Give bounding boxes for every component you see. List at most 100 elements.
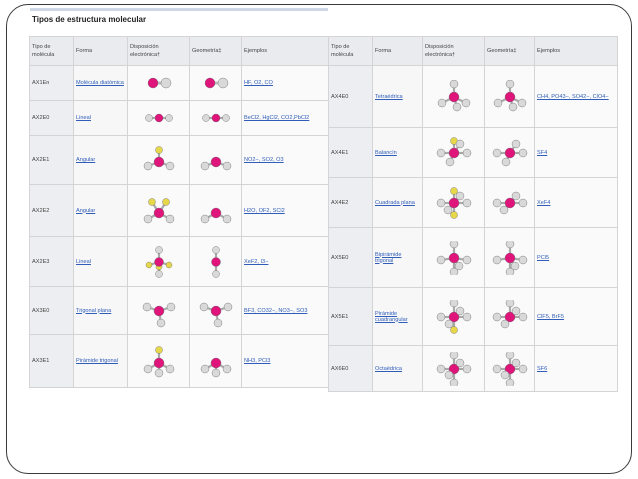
table-row: AX4E2 Cuadrada plana XeF4 — [328, 177, 618, 228]
ligand-atom — [462, 198, 471, 207]
ligand-atom — [144, 114, 153, 122]
central-atom — [154, 113, 163, 123]
header-disposicion: Disposición electrónica† — [127, 36, 190, 66]
ligand-atom — [160, 77, 171, 89]
ligand-atom — [222, 161, 231, 171]
electronic-disposition-cell — [127, 100, 190, 136]
ligand-atom — [518, 364, 527, 373]
examples-link[interactable]: ClF5, BrF5 — [537, 313, 565, 320]
disposition-ax2e0-molecule — [144, 113, 173, 123]
molecule-type-cell: AX1En — [29, 65, 74, 101]
molecule-type-cell: AX2E3 — [29, 236, 74, 287]
ligand-atom — [455, 306, 464, 315]
ligand-atom — [154, 368, 163, 378]
shape-link[interactable]: Octaédrica — [375, 365, 403, 372]
examples-link[interactable]: CH4, PO43−, SO42−, ClO4− — [537, 93, 609, 100]
geometry-cell — [189, 184, 242, 237]
examples-link[interactable]: PCl5 — [537, 254, 550, 261]
central-atom — [210, 156, 221, 168]
ligand-atom — [449, 351, 458, 359]
ligand-atom — [518, 148, 527, 157]
examples-cell: CH4, PO43−, SO42−, ClO4− — [534, 65, 618, 128]
central-atom — [448, 311, 459, 322]
shape-link[interactable]: Tetraédrica — [375, 93, 403, 100]
examples-link[interactable]: XeF4 — [537, 199, 551, 206]
ligand-atom — [436, 148, 445, 157]
ligand-atom — [501, 157, 510, 166]
table-row: AX5E1 Pirámide cuadrangular ClF5, BrF5 — [328, 287, 618, 346]
ligand-atom — [492, 198, 501, 207]
shape-link[interactable]: Bipirámide trigonal — [375, 251, 402, 264]
ligand-atom — [166, 302, 175, 311]
shape-link[interactable]: Angular — [76, 157, 96, 163]
header-row: Tipo de molécula Forma Disposición elect… — [29, 36, 329, 66]
central-atom — [153, 256, 164, 267]
ligand-atom — [200, 161, 209, 171]
table-row: AX2E3 Lineal XeF2, I3− — [29, 236, 329, 287]
geometry-ax4e0-molecule — [493, 79, 526, 111]
table-row: AX5E0 Bipirámide trigonal PCl5 — [328, 227, 618, 288]
geometry-cell — [189, 65, 242, 101]
central-atom — [210, 256, 221, 267]
geometry-ax1en-molecule — [204, 77, 228, 89]
examples-cell: SF4 — [534, 127, 618, 178]
geometry-ax2e1-molecule — [200, 156, 231, 171]
electronic-disposition-cell — [422, 127, 485, 178]
geometry-ax5e0-molecule — [492, 240, 527, 275]
molecule-type-cell: AX3E0 — [29, 286, 74, 335]
ligand-atom — [505, 351, 514, 359]
examples-link[interactable]: BeCl2, HgCl2, CO2,PbCl2 — [244, 115, 310, 121]
molecule-type-cell: AX4E1 — [328, 127, 373, 178]
central-atom — [153, 207, 164, 218]
molecule-type-cell: AX4E0 — [328, 65, 373, 128]
ligand-atom — [449, 240, 458, 248]
ligand-atom — [449, 378, 458, 386]
header-tipo: Tipo de molécula — [29, 36, 74, 66]
shape-cell: Lineal — [73, 236, 128, 287]
ligand-atom — [436, 312, 445, 321]
ligand-atom — [511, 191, 520, 200]
shape-cell: Octaédrica — [372, 345, 423, 392]
ligand-atom — [518, 198, 527, 207]
ligand-atom — [493, 98, 502, 107]
shape-link[interactable]: Pirámide cuadrangular — [375, 310, 408, 323]
molecule-type-cell: AX6E0 — [328, 345, 373, 392]
shape-link[interactable]: Lineal — [76, 115, 91, 121]
ligand-atom — [444, 319, 453, 328]
examples-link[interactable]: HF, O2, CO — [244, 80, 273, 86]
table-row: AX4E0 Tetraédrica CH4, PO43−, SO42−, ClO4− — [328, 65, 618, 128]
ligand-atom — [443, 205, 452, 214]
examples-cell: SF6 — [534, 345, 618, 392]
examples-link[interactable]: H2O, OF2, SCl2 — [244, 207, 285, 214]
shape-link[interactable]: Angular — [76, 207, 96, 214]
shape-link[interactable]: Cuadrada plana — [375, 199, 415, 206]
ligand-atom — [505, 267, 514, 275]
geometry-ax2e2-molecule — [200, 207, 231, 223]
lone-pair-atom — [145, 261, 152, 268]
examples-link[interactable]: XeF2, I3− — [244, 258, 269, 265]
electronic-disposition-cell — [127, 184, 190, 237]
shape-link[interactable]: Trigonal plana — [76, 307, 112, 314]
examples-link[interactable]: SF4 — [537, 149, 548, 156]
geometry-ax4e2-molecule — [492, 191, 527, 214]
ligand-atom — [462, 255, 471, 264]
examples-link[interactable]: BF3, CO32−, NO3−, SO3 — [244, 307, 308, 314]
shape-link[interactable]: Pirámide trigonal — [76, 358, 118, 364]
shape-link[interactable]: Lineal — [76, 258, 91, 265]
shape-cell: Angular — [73, 184, 128, 237]
examples-link[interactable]: NO2−, SO2, O3 — [244, 157, 284, 163]
shape-link[interactable]: Balancín — [375, 149, 397, 156]
central-atom — [504, 363, 515, 374]
shape-link[interactable]: Molécula diatómica — [76, 80, 124, 86]
ligand-atom — [200, 214, 209, 223]
examples-link[interactable]: NH3, PCl3 — [244, 358, 271, 364]
ligand-atom — [143, 161, 152, 171]
header-geometria: Geometría‡ — [189, 36, 242, 66]
central-atom — [504, 311, 515, 322]
header-forma: Forma — [73, 36, 128, 66]
ligand-atom — [200, 364, 209, 374]
examples-link[interactable]: SF6 — [537, 365, 548, 372]
ligand-atom — [462, 312, 471, 321]
structure-table-left: Tipo de molécula Forma Disposición elect… — [29, 36, 329, 388]
ligand-atom — [452, 102, 461, 111]
